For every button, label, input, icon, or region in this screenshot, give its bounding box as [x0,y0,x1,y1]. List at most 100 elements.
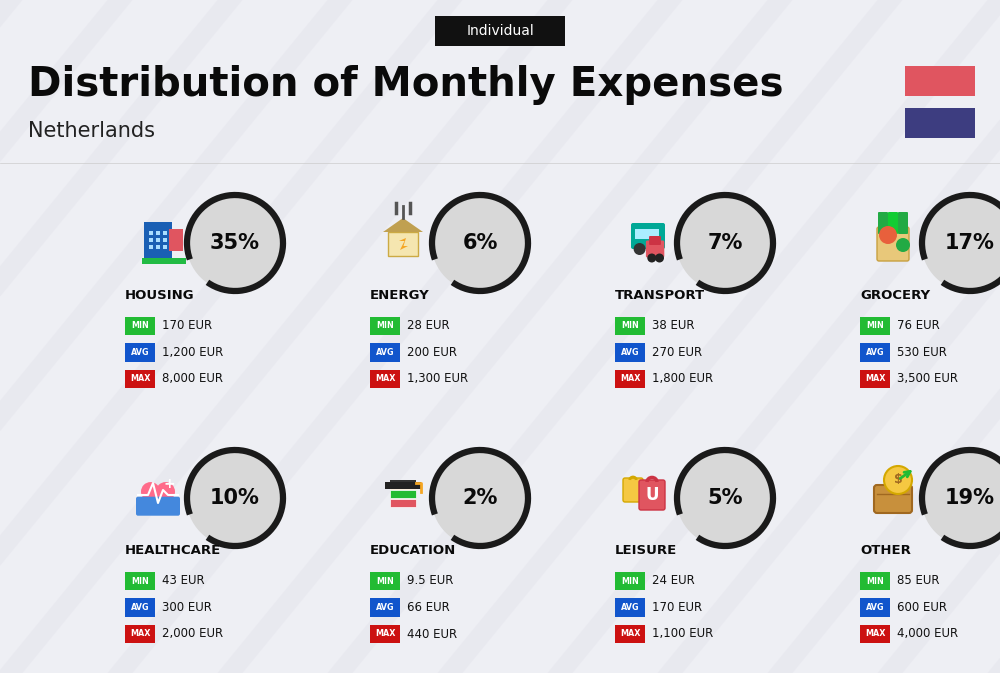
FancyBboxPatch shape [390,481,416,489]
FancyBboxPatch shape [370,625,400,643]
FancyBboxPatch shape [136,497,180,516]
FancyBboxPatch shape [615,317,645,335]
Text: 600 EUR: 600 EUR [897,601,947,614]
Circle shape [647,254,656,262]
Text: HEALTHCARE: HEALTHCARE [125,544,221,557]
Text: ENERGY: ENERGY [370,289,430,302]
FancyBboxPatch shape [888,212,898,234]
Text: 17%: 17% [945,233,995,253]
Text: U: U [645,486,659,504]
Text: MAX: MAX [130,374,150,384]
Text: LEISURE: LEISURE [615,544,677,557]
Polygon shape [399,238,408,250]
Text: MAX: MAX [375,374,395,384]
Text: 270 EUR: 270 EUR [652,346,702,359]
Circle shape [432,450,528,546]
FancyBboxPatch shape [647,229,659,239]
Text: GROCERY: GROCERY [860,289,930,302]
Text: 2,000 EUR: 2,000 EUR [162,627,223,641]
FancyBboxPatch shape [639,480,665,510]
Text: 9.5 EUR: 9.5 EUR [407,575,453,588]
Text: 1,800 EUR: 1,800 EUR [652,372,713,386]
FancyBboxPatch shape [149,245,153,249]
Circle shape [187,195,283,291]
FancyBboxPatch shape [649,236,661,245]
Text: MAX: MAX [865,629,885,639]
Text: 6%: 6% [462,233,498,253]
Text: AVG: AVG [621,348,639,357]
FancyBboxPatch shape [390,480,416,487]
FancyBboxPatch shape [163,245,167,249]
Circle shape [879,226,897,244]
Text: 1,100 EUR: 1,100 EUR [652,627,713,641]
Text: 530 EUR: 530 EUR [897,346,947,359]
Text: AVG: AVG [131,603,149,612]
FancyBboxPatch shape [623,478,643,502]
Circle shape [187,450,283,546]
Text: 19%: 19% [945,488,995,508]
Text: MIN: MIN [376,322,394,330]
FancyBboxPatch shape [149,231,153,235]
Circle shape [677,195,773,291]
Text: 7%: 7% [707,233,743,253]
Text: TRANSPORT: TRANSPORT [615,289,705,302]
FancyBboxPatch shape [860,343,890,362]
Circle shape [634,243,646,255]
FancyBboxPatch shape [635,229,647,239]
Text: MIN: MIN [866,322,884,330]
Text: 300 EUR: 300 EUR [162,601,212,614]
FancyBboxPatch shape [898,212,908,234]
Circle shape [896,238,910,252]
Text: 200 EUR: 200 EUR [407,346,457,359]
FancyBboxPatch shape [860,369,890,388]
Text: AVG: AVG [621,603,639,612]
FancyBboxPatch shape [125,598,155,616]
FancyBboxPatch shape [390,490,416,498]
Circle shape [922,450,1000,546]
FancyBboxPatch shape [905,66,975,96]
FancyBboxPatch shape [615,572,645,590]
Text: +: + [163,477,175,491]
FancyBboxPatch shape [390,499,416,507]
Text: 170 EUR: 170 EUR [652,601,702,614]
Text: 1,200 EUR: 1,200 EUR [162,346,223,359]
FancyBboxPatch shape [163,238,167,242]
FancyBboxPatch shape [615,343,645,362]
Circle shape [884,466,912,494]
FancyBboxPatch shape [874,485,912,513]
FancyBboxPatch shape [860,317,890,335]
Text: 35%: 35% [210,233,260,253]
Circle shape [649,243,661,255]
FancyBboxPatch shape [149,238,153,242]
Text: Distribution of Monthly Expenses: Distribution of Monthly Expenses [28,65,784,105]
Circle shape [922,195,1000,291]
FancyBboxPatch shape [385,482,421,489]
Text: 66 EUR: 66 EUR [407,601,450,614]
Circle shape [677,450,773,546]
FancyBboxPatch shape [370,598,400,616]
FancyBboxPatch shape [905,108,975,138]
Text: MIN: MIN [131,577,149,586]
Text: MAX: MAX [620,629,640,639]
Text: EDUCATION: EDUCATION [370,544,456,557]
FancyBboxPatch shape [435,16,565,46]
FancyBboxPatch shape [860,598,890,616]
Text: MIN: MIN [866,577,884,586]
Text: Individual: Individual [466,24,534,38]
Text: MAX: MAX [620,374,640,384]
Text: OTHER: OTHER [860,544,911,557]
Text: 76 EUR: 76 EUR [897,320,940,332]
Circle shape [432,195,528,291]
FancyBboxPatch shape [144,222,172,258]
FancyBboxPatch shape [169,229,183,251]
Text: MIN: MIN [621,322,639,330]
Text: 10%: 10% [210,488,260,508]
Text: AVG: AVG [131,348,149,357]
FancyBboxPatch shape [878,212,888,234]
Text: 1,300 EUR: 1,300 EUR [407,372,468,386]
Text: $: $ [894,474,902,487]
Circle shape [156,482,175,501]
Text: AVG: AVG [376,603,394,612]
FancyBboxPatch shape [615,598,645,616]
Text: HOUSING: HOUSING [125,289,195,302]
